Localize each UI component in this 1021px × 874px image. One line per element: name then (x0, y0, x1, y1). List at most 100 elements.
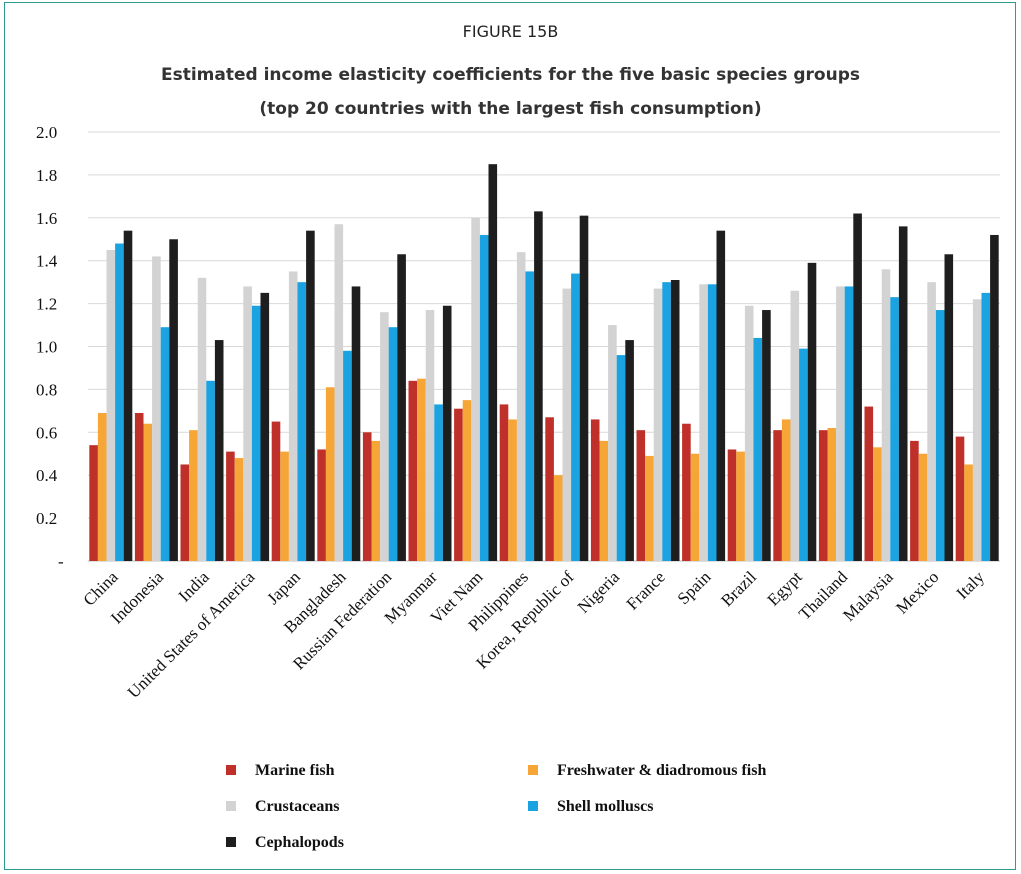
bar (553, 475, 563, 561)
bar (736, 451, 745, 561)
legend-label: Freshwater & diadromous fish (557, 762, 766, 779)
x-tick-label: India (175, 567, 213, 605)
bar (351, 286, 361, 561)
bar (844, 286, 854, 561)
bar (881, 269, 891, 561)
x-tick-label: Spain (674, 567, 715, 608)
bar (89, 445, 98, 561)
bar (380, 312, 389, 561)
bar (169, 239, 178, 561)
bar (134, 412, 144, 561)
bar (716, 230, 726, 562)
y-tick-label: - (58, 552, 64, 571)
bar (864, 406, 874, 561)
chart-title-line-2: (top 20 countries with the largest fish … (259, 99, 762, 119)
bar (599, 440, 609, 561)
x-tick-label: Italy (953, 567, 989, 603)
bar (425, 310, 435, 561)
x-tick-label: Nigeria (574, 567, 624, 617)
bar (408, 380, 418, 561)
chart-title-line-1: Estimated income elasticity coefficients… (160, 65, 861, 85)
bar (579, 215, 589, 561)
bar (115, 243, 124, 562)
bar (818, 430, 828, 561)
bar (616, 355, 626, 561)
bar (180, 464, 190, 561)
chart-title: Estimated income elasticity coefficients… (0, 58, 1021, 126)
bar (442, 305, 452, 561)
bar (545, 417, 554, 561)
bar (525, 271, 535, 561)
bar (608, 325, 617, 561)
bar (343, 350, 352, 561)
bar (571, 273, 580, 561)
bar (334, 224, 344, 562)
bar (670, 280, 680, 561)
bar (918, 453, 928, 561)
bar (206, 380, 215, 561)
bar (226, 451, 235, 561)
y-tick-label: 1.8 (36, 166, 57, 185)
bar (890, 297, 899, 561)
bar (417, 378, 426, 561)
bar (123, 230, 133, 562)
bar (707, 284, 717, 561)
bar (699, 284, 708, 561)
bar (955, 436, 965, 561)
y-tick-label: 1.0 (36, 338, 57, 357)
legend: Marine fish Freshwater & diadromous fish C… (226, 762, 766, 851)
legend-swatch (226, 837, 236, 847)
bar (317, 449, 326, 561)
bar (807, 262, 817, 561)
bar (927, 282, 936, 561)
x-tick-label: France (623, 567, 669, 613)
bar (106, 249, 116, 561)
bar (790, 290, 800, 561)
bar (251, 305, 261, 561)
bar (653, 288, 663, 561)
bar (434, 404, 443, 561)
bar (454, 408, 463, 561)
bar (488, 164, 498, 562)
bar (152, 256, 161, 561)
y-tick-label: 1.2 (36, 295, 57, 314)
bar (288, 271, 298, 561)
bar (143, 423, 153, 561)
bar (397, 254, 406, 561)
bar (214, 340, 224, 561)
bar (388, 327, 398, 561)
bar (260, 292, 270, 561)
y-tick-label: 0.2 (36, 509, 57, 528)
bar (462, 400, 472, 561)
legend-swatch (528, 765, 538, 775)
bar (964, 464, 973, 561)
bar (836, 286, 845, 561)
bar (97, 412, 107, 561)
bar (944, 254, 954, 561)
figure-label: FIGURE 15B (462, 22, 559, 41)
bar (160, 327, 170, 561)
bar (562, 288, 572, 561)
bar (625, 340, 634, 561)
bar (297, 282, 307, 561)
bar (590, 419, 600, 561)
bar (636, 430, 646, 561)
bar (910, 440, 919, 561)
legend-swatch (226, 801, 236, 811)
bar (362, 432, 372, 561)
y-tick-label: 0.4 (36, 466, 58, 485)
y-tick-label: 1.4 (36, 252, 58, 271)
bar (898, 226, 908, 561)
bar (727, 449, 737, 561)
bar (744, 305, 754, 561)
bar (243, 286, 252, 561)
bar (972, 299, 982, 561)
bar (471, 217, 480, 562)
bar (325, 387, 335, 561)
legend-label: Crustaceans (255, 798, 339, 815)
bar (935, 310, 945, 561)
y-axis-ticks: 2.0 1.8 1.6 1.4 1.2 1.0 0.8 0.6 0.4 0.2 - (36, 123, 64, 571)
bar (479, 234, 489, 561)
